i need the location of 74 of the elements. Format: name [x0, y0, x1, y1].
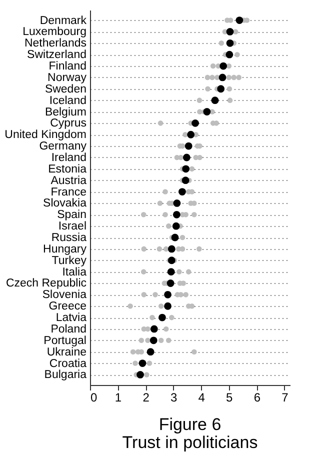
x-tick-label: 0	[90, 390, 98, 404]
y-tick-label: Finland	[48, 60, 86, 73]
point	[220, 62, 228, 70]
y-tick-label: Turkey	[52, 254, 87, 267]
y-tick-label: Croatia	[49, 358, 88, 370]
point	[203, 108, 211, 116]
y-tick-label: Slovenia	[42, 289, 88, 302]
point	[178, 188, 186, 196]
point	[166, 280, 174, 287]
point	[184, 142, 192, 150]
point	[167, 268, 175, 276]
point	[168, 256, 176, 264]
y-tick-label: Luxembourg	[22, 26, 86, 38]
y-tick-label: Italia	[62, 266, 88, 278]
point	[146, 348, 154, 356]
point	[187, 130, 195, 138]
point	[164, 290, 172, 298]
x-tick-label: 5	[226, 390, 234, 404]
point	[138, 360, 146, 367]
y-tick-label: France	[50, 186, 86, 198]
point	[173, 200, 181, 207]
x-tick-label: 6	[254, 390, 261, 404]
y-tick-label: Iceland	[49, 94, 86, 107]
point	[182, 176, 190, 184]
x-tick-label: 7	[282, 390, 289, 404]
y-tick-label: Greece	[48, 300, 86, 313]
y-tick-label: Slovakia	[43, 198, 88, 210]
y-tick-label: Latvia	[56, 312, 88, 324]
text: Figure 6	[158, 415, 222, 434]
x-tick-label: 1	[114, 390, 122, 404]
point	[172, 222, 180, 230]
y-tick-label: Norway	[48, 72, 87, 84]
y-tick-label: Russia	[51, 232, 88, 244]
point	[136, 371, 144, 378]
y-tick-label: Israel	[58, 220, 86, 233]
y-tick-label: Ukraine	[46, 346, 86, 358]
y-tick-label: Austria	[50, 174, 88, 187]
point	[171, 234, 179, 242]
y-tick-label: Netherlands	[24, 38, 87, 50]
y-tick-label: Denmark	[40, 14, 87, 27]
y-tick-label: Spain	[57, 209, 86, 222]
point	[236, 16, 244, 24]
y-tick-label: Switzerland	[27, 49, 86, 62]
point	[217, 85, 225, 93]
y-tick-label: Belgium	[44, 106, 86, 118]
y-tick-label: Portugal	[44, 334, 86, 347]
point	[150, 336, 158, 344]
y-tick-label: Czech Republic	[6, 278, 87, 290]
y-tick-label: United Kingdom	[4, 129, 86, 142]
point	[150, 325, 158, 333]
x-tick-label: 2	[142, 390, 150, 404]
point	[172, 210, 180, 218]
point	[168, 245, 176, 253]
point	[226, 50, 234, 58]
point	[182, 165, 190, 173]
y-tick-label: Sweden	[44, 83, 86, 96]
point	[192, 119, 199, 127]
point	[218, 74, 226, 82]
x-tick-label: 4	[198, 390, 206, 404]
y-tick-label: Ireland	[51, 152, 86, 164]
text: Trust in politicians	[122, 433, 258, 452]
y-tick-label: Germany	[39, 140, 87, 153]
point	[226, 39, 234, 47]
point	[182, 154, 190, 162]
y-tick-label: Hungary	[43, 243, 87, 256]
point	[164, 302, 172, 310]
y-tick-label: Estonia	[48, 163, 88, 176]
point	[226, 28, 234, 36]
y-tick-label: Poland	[50, 323, 86, 336]
x-tick-label: 3	[170, 390, 178, 404]
y-tick-label: Bulgaria	[44, 369, 88, 382]
point	[158, 314, 166, 322]
y-tick-label: Cyprus	[50, 118, 87, 130]
point	[211, 96, 219, 104]
